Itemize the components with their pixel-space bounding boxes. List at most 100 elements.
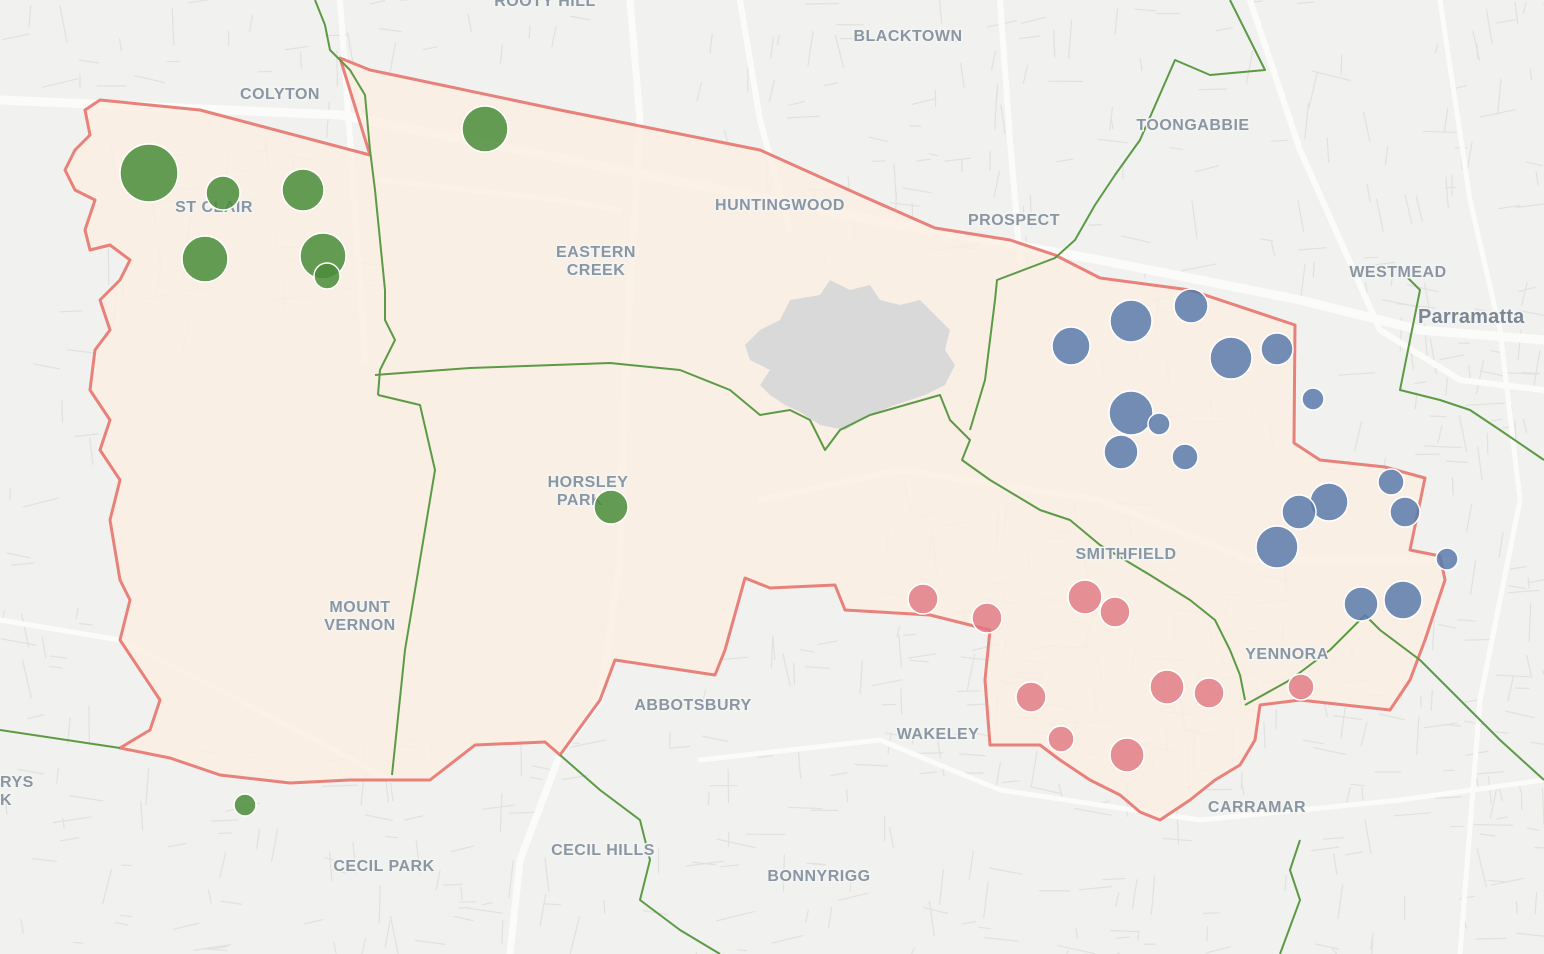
minor-street <box>1532 349 1541 388</box>
booth-marker[interactable] <box>593 489 629 525</box>
booth-marker[interactable] <box>1109 299 1153 343</box>
booth-marker[interactable] <box>1108 390 1154 436</box>
minor-street <box>119 38 122 51</box>
booth-marker[interactable] <box>313 262 341 290</box>
booth-marker[interactable] <box>281 168 325 212</box>
booth-marker[interactable] <box>461 105 509 153</box>
minor-street <box>1487 776 1492 804</box>
minor-street <box>1131 879 1138 909</box>
minor-street <box>569 15 591 21</box>
minor-street <box>771 934 803 944</box>
minor-street <box>1029 786 1063 795</box>
booth-marker[interactable] <box>1067 579 1103 615</box>
minor-street <box>1300 264 1306 300</box>
minor-street <box>114 921 129 926</box>
minor-street <box>21 659 32 699</box>
booth-marker[interactable] <box>1109 737 1145 773</box>
minor-street <box>1528 603 1532 642</box>
booth-marker[interactable] <box>1147 412 1171 436</box>
minor-street <box>59 5 68 44</box>
minor-street <box>1114 892 1120 908</box>
minor-street <box>1323 836 1345 840</box>
minor-street <box>1529 68 1533 81</box>
minor-street <box>218 832 232 835</box>
minor-street <box>1020 16 1046 25</box>
booth-marker[interactable] <box>119 143 179 203</box>
booth-marker[interactable] <box>1047 725 1075 753</box>
booth-marker[interactable] <box>907 583 939 615</box>
minor-street <box>1137 930 1140 941</box>
minor-street <box>528 25 531 39</box>
minor-street <box>9 488 12 500</box>
booth-marker[interactable] <box>233 793 257 817</box>
minor-street <box>1378 713 1406 721</box>
prospect-reservoir <box>745 280 955 430</box>
minor-street <box>1240 771 1243 789</box>
booth-marker[interactable] <box>1301 387 1325 411</box>
minor-street <box>1308 71 1319 109</box>
minor-street <box>960 159 963 172</box>
minor-street <box>1458 415 1468 453</box>
minor-street <box>453 915 474 922</box>
minor-street <box>928 153 939 157</box>
minor-street <box>696 81 703 102</box>
booth-marker[interactable] <box>1171 443 1199 471</box>
booth-marker[interactable] <box>1281 494 1317 530</box>
booth-marker[interactable] <box>1389 496 1421 528</box>
minor-street <box>1508 585 1527 590</box>
minor-street <box>1361 786 1364 801</box>
booth-marker[interactable] <box>1260 332 1294 366</box>
minor-street <box>270 828 279 862</box>
booth-marker[interactable] <box>1343 586 1379 622</box>
minor-street <box>443 883 463 886</box>
minor-street <box>53 816 92 824</box>
minor-street <box>909 728 914 745</box>
minor-street <box>1215 26 1234 32</box>
minor-street <box>352 842 357 875</box>
minor-street <box>22 497 60 508</box>
booth-marker[interactable] <box>205 175 241 211</box>
minor-street <box>782 653 791 687</box>
minor-street <box>720 864 739 868</box>
booth-marker[interactable] <box>971 602 1003 634</box>
booth-marker[interactable] <box>1287 673 1315 701</box>
minor-street <box>1438 623 1457 629</box>
place-label: TOONGABBIE <box>1136 117 1249 134</box>
minor-street <box>770 36 775 59</box>
booth-marker[interactable] <box>181 235 229 283</box>
booth-marker[interactable] <box>1193 677 1225 709</box>
place-label: CARRAMAR <box>1208 799 1306 816</box>
electorate-area[interactable] <box>63 56 1447 822</box>
booth-marker[interactable] <box>1383 580 1423 620</box>
minor-street <box>806 862 823 865</box>
booth-markers[interactable] <box>119 105 1459 817</box>
minor-street <box>1206 925 1209 942</box>
minor-street <box>60 837 80 842</box>
booth-marker[interactable] <box>1173 288 1209 324</box>
minor-street <box>788 100 805 106</box>
booth-marker[interactable] <box>1377 468 1405 496</box>
booth-marker[interactable] <box>1015 681 1047 713</box>
booth-marker[interactable] <box>1051 326 1091 366</box>
booth-marker[interactable] <box>1099 596 1131 628</box>
minor-street <box>172 922 200 930</box>
minor-street <box>1384 145 1389 165</box>
minor-street <box>1531 741 1544 745</box>
minor-street <box>1331 948 1338 954</box>
minor-street <box>1534 891 1538 915</box>
minor-street <box>508 811 538 814</box>
minor-street <box>1474 308 1486 312</box>
minor-street <box>707 791 710 806</box>
minor-street <box>804 2 839 5</box>
booth-marker[interactable] <box>1209 336 1253 380</box>
booth-marker[interactable] <box>1435 547 1459 571</box>
booth-marker[interactable] <box>1103 434 1139 470</box>
minor-street <box>1360 721 1368 747</box>
minor-street <box>1496 78 1502 116</box>
minor-street <box>1464 720 1486 726</box>
booth-marker[interactable] <box>1255 525 1299 569</box>
minor-street <box>89 437 94 465</box>
booth-marker[interactable] <box>1149 669 1185 705</box>
minor-street <box>846 789 849 803</box>
